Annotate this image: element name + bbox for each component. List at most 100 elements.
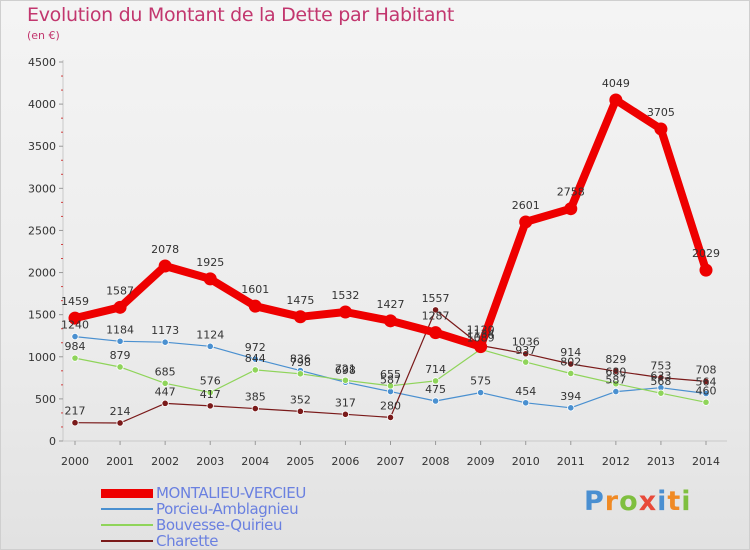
data-label: 655 (380, 368, 401, 381)
legend-swatch (101, 488, 153, 498)
data-point (567, 404, 575, 412)
data-point (296, 407, 304, 415)
data-point (702, 377, 710, 385)
data-label: 879 (110, 349, 131, 362)
data-label: 2029 (692, 247, 720, 260)
legend-label: Porcieu-Amblagnieu (156, 500, 299, 518)
data-point (341, 376, 350, 384)
data-label: 2758 (557, 186, 585, 199)
data-point (384, 314, 397, 328)
data-label: 633 (650, 370, 671, 383)
data-point (68, 311, 82, 325)
data-label: 798 (290, 356, 311, 369)
data-label: 721 (335, 362, 356, 375)
legend-item-charette: Charette (101, 533, 306, 549)
data-label: 417 (200, 388, 221, 401)
x-tick-label: 2008 (422, 455, 450, 468)
data-label: 217 (65, 405, 86, 418)
data-point (657, 389, 665, 397)
data-label: 1120 (467, 324, 495, 337)
legend-item-bouvesse-quirieu: Bouvesse-Quirieu (101, 517, 306, 533)
data-point (116, 337, 124, 345)
x-tick-label: 2005 (286, 455, 314, 468)
data-label: 802 (560, 355, 581, 368)
data-label: 836 (290, 353, 311, 366)
data-label: 317 (335, 396, 356, 409)
legend-label: Charette (156, 532, 219, 550)
data-point (203, 272, 217, 286)
data-label: 2078 (151, 243, 179, 256)
data-point (477, 388, 485, 397)
logo-letter: x (638, 486, 658, 517)
data-point (609, 93, 623, 107)
data-label: 844 (245, 352, 266, 365)
data-point (251, 355, 259, 363)
data-label: 454 (515, 385, 536, 398)
data-point (248, 299, 262, 313)
data-label: 394 (560, 390, 581, 403)
x-tick-label: 2009 (467, 455, 495, 468)
y-tick-label: 2500 (28, 224, 56, 237)
legend-swatch (101, 508, 153, 510)
data-label: 714 (425, 363, 446, 376)
data-point (206, 388, 214, 397)
data-label: 447 (155, 385, 176, 398)
data-point (522, 350, 530, 358)
y-tick-label: 4000 (28, 98, 56, 111)
chart-subtitle: (en €) (27, 29, 60, 42)
data-point (612, 367, 620, 375)
legend-item-montalieu-vercieu: MONTALIEU-VERCIEU (101, 485, 306, 501)
data-label: 914 (560, 346, 581, 359)
data-point (431, 306, 440, 314)
y-tick-label: 2000 (28, 267, 56, 280)
data-label: 708 (696, 363, 717, 376)
data-point (386, 382, 395, 390)
data-label: 1240 (61, 319, 89, 332)
data-label: 1173 (151, 324, 179, 337)
series-layer (68, 93, 713, 427)
data-point (251, 366, 259, 374)
data-label: 1532 (331, 289, 359, 302)
logo-letter: t (667, 486, 682, 517)
data-label: 1287 (422, 310, 450, 323)
y-tick-label: 1000 (28, 351, 56, 364)
data-label: 1925 (196, 256, 224, 269)
data-point (567, 369, 575, 378)
data-point (702, 389, 710, 398)
legend-item-porcieu-amblagnieu: Porcieu-Amblagnieu (101, 501, 306, 517)
data-label: 475 (425, 383, 446, 396)
data-point (293, 310, 307, 324)
data-point (161, 338, 169, 346)
data-label: 4049 (602, 77, 630, 90)
data-point (251, 404, 259, 413)
x-tick-label: 2010 (512, 455, 540, 468)
data-point (522, 358, 530, 366)
x-tick-label: 2006 (331, 455, 359, 468)
legend-label: MONTALIEU-VERCIEU (156, 484, 306, 502)
data-label: 753 (650, 360, 671, 373)
data-label: 972 (245, 341, 266, 354)
data-label: 460 (696, 384, 717, 397)
data-label: 385 (245, 391, 266, 404)
x-tick-label: 2012 (602, 455, 630, 468)
data-label: 1601 (241, 283, 269, 296)
data-label: 937 (515, 344, 536, 357)
data-label: 1134 (467, 327, 495, 340)
data-point (386, 413, 395, 422)
data-label: 1184 (106, 323, 134, 336)
data-point (522, 399, 530, 407)
legend: MONTALIEU-VERCIEU Porcieu-Amblagnieu Bouve… (101, 485, 306, 549)
x-tick-label: 2003 (196, 455, 224, 468)
data-label: 1036 (512, 336, 540, 349)
data-label: 1124 (196, 328, 224, 341)
logo-letter: i (657, 486, 668, 517)
data-labels-layer: 1240 1184 1173 1124 972 836 698 587 475 575 454 394… (61, 77, 720, 418)
data-point (474, 340, 488, 354)
data-point (564, 202, 578, 216)
data-point (431, 397, 440, 405)
y-tick-label: 3500 (28, 140, 56, 153)
data-label: 984 (65, 340, 86, 353)
data-label: 1459 (61, 295, 89, 308)
